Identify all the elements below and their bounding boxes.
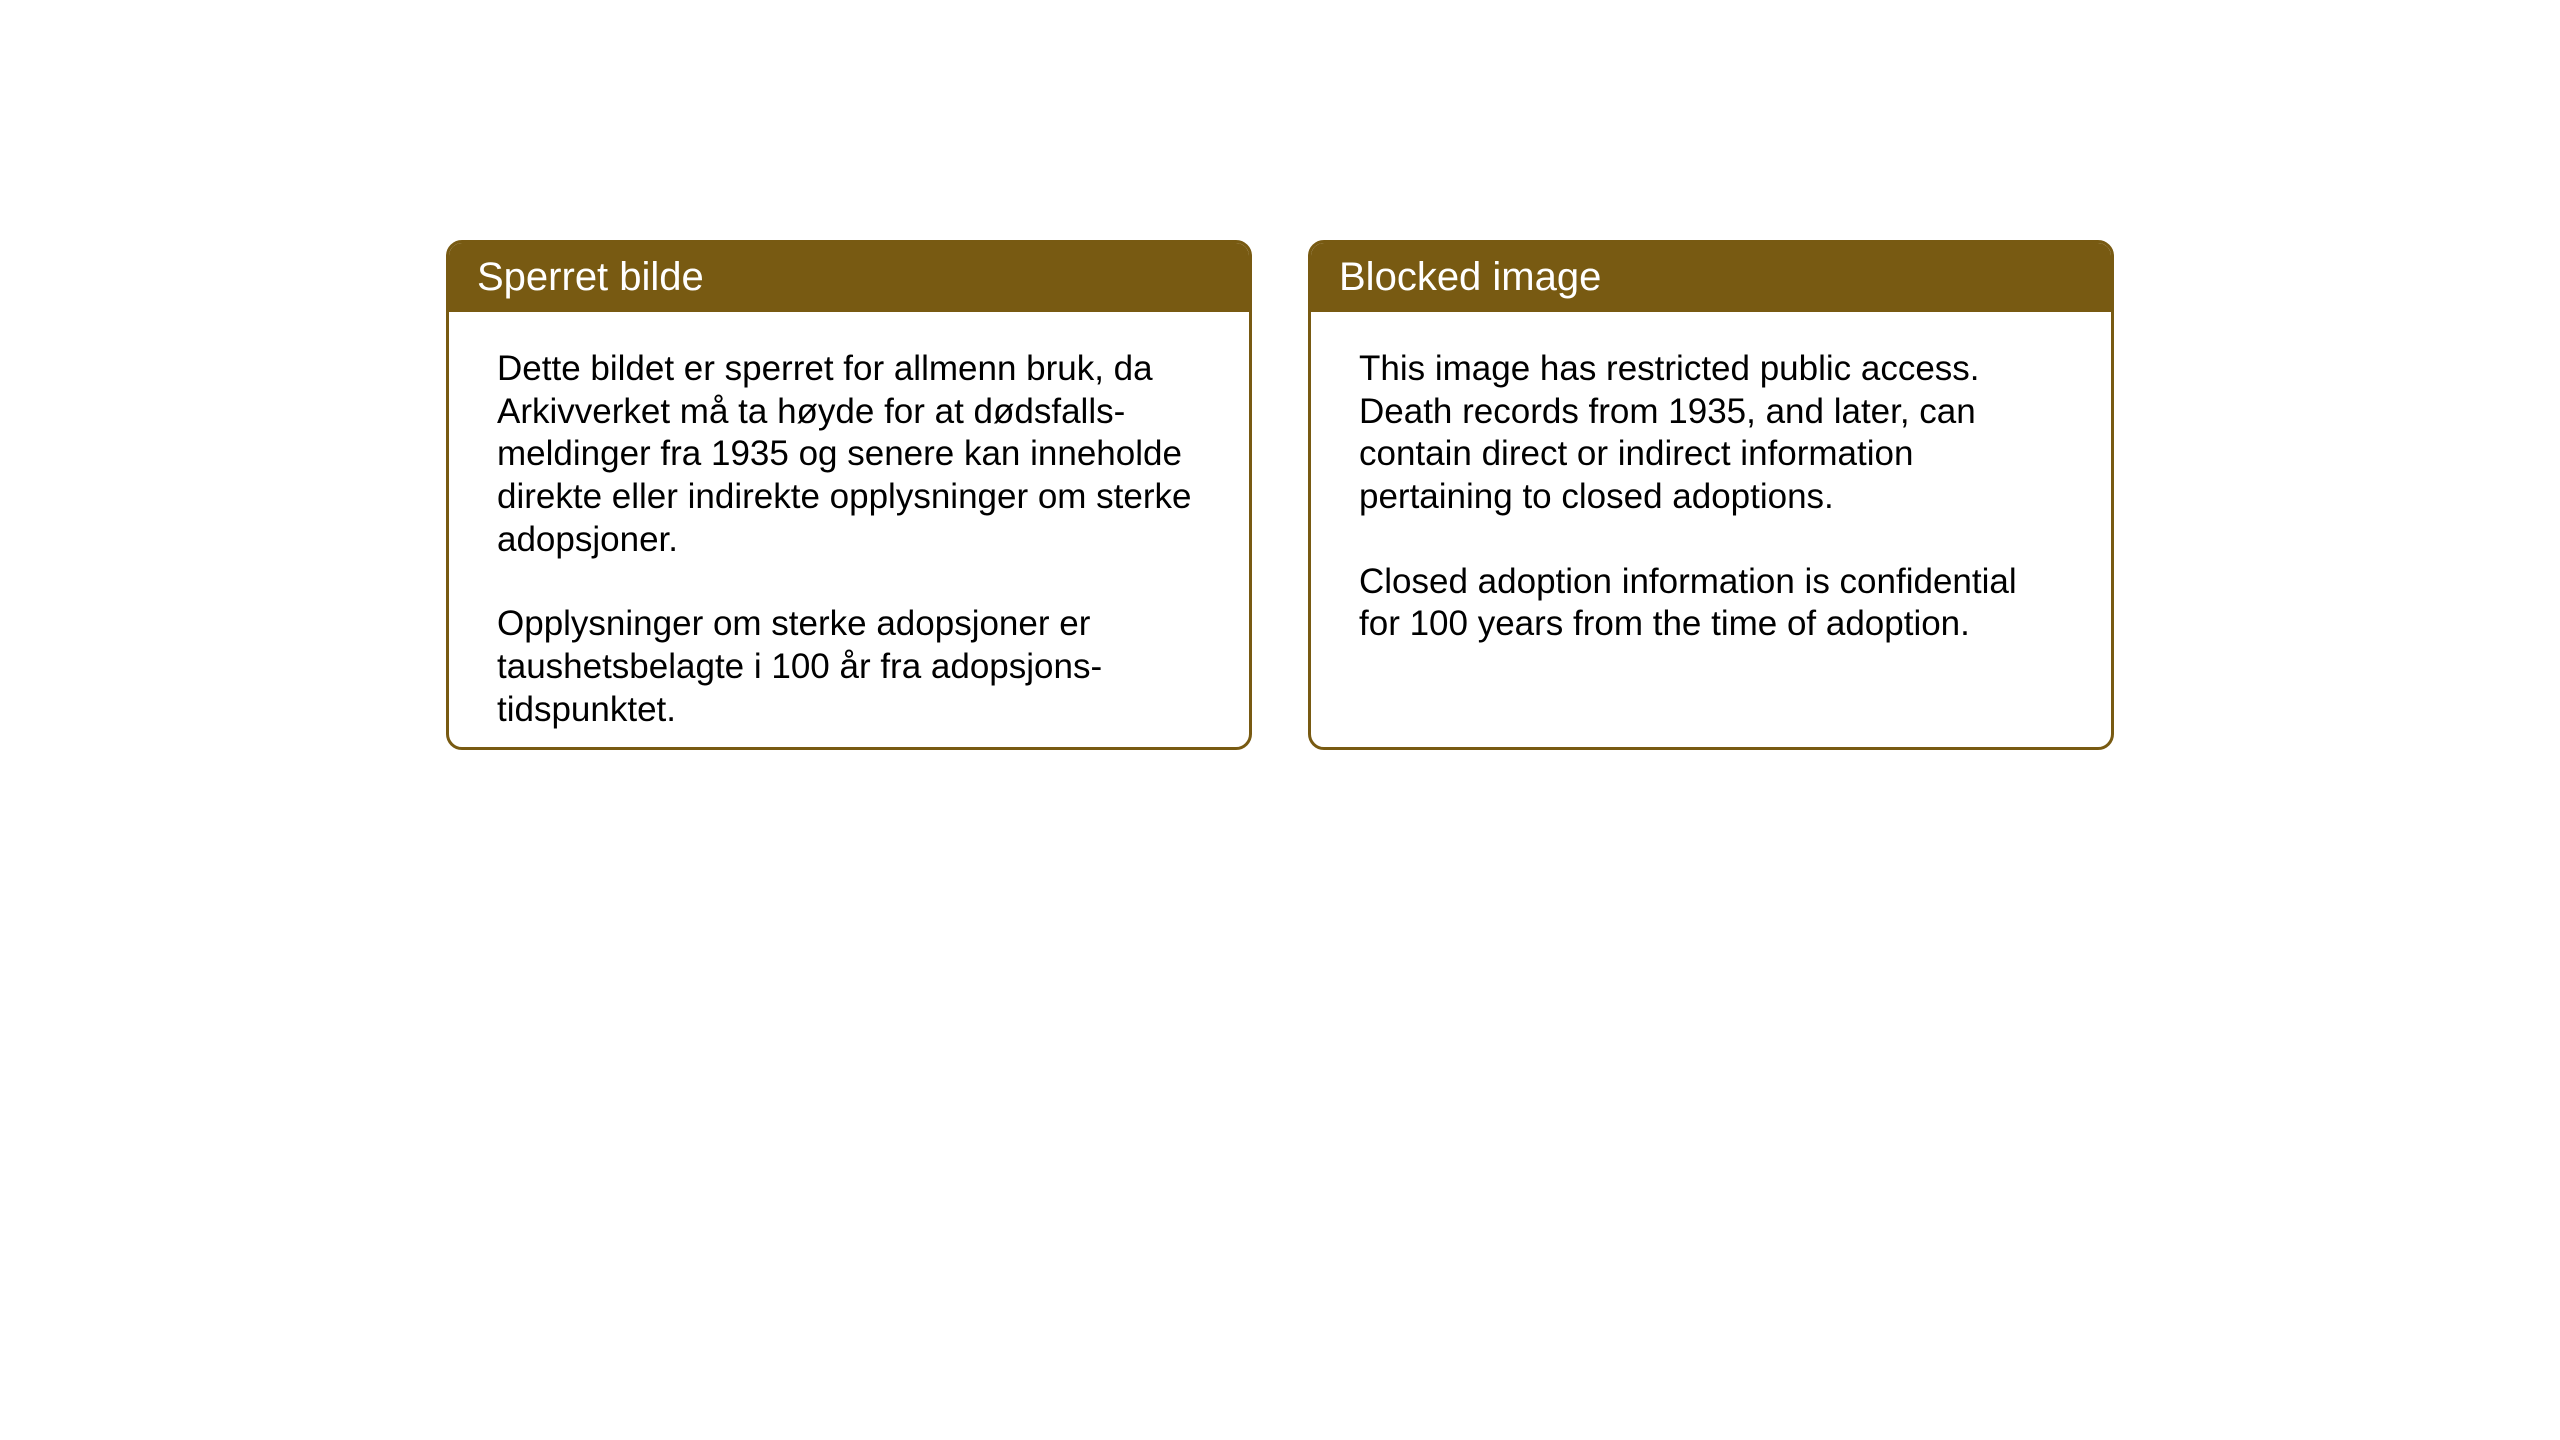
- notice-card-norwegian: Sperret bilde Dette bildet er sperret fo…: [446, 240, 1252, 750]
- notice-body-norwegian: Dette bildet er sperret for allmenn bruk…: [449, 312, 1249, 750]
- notice-body-english: This image has restricted public access.…: [1311, 312, 2111, 682]
- notice-paragraph: Closed adoption information is confident…: [1359, 561, 2063, 646]
- notice-paragraph: This image has restricted public access.…: [1359, 348, 2063, 519]
- notice-title-english: Blocked image: [1311, 243, 2111, 312]
- notice-container: Sperret bilde Dette bildet er sperret fo…: [0, 240, 2560, 750]
- notice-paragraph: Opplysninger om sterke adopsjoner er tau…: [497, 603, 1201, 731]
- notice-card-english: Blocked image This image has restricted …: [1308, 240, 2114, 750]
- notice-paragraph: Dette bildet er sperret for allmenn bruk…: [497, 348, 1201, 561]
- notice-title-norwegian: Sperret bilde: [449, 243, 1249, 312]
